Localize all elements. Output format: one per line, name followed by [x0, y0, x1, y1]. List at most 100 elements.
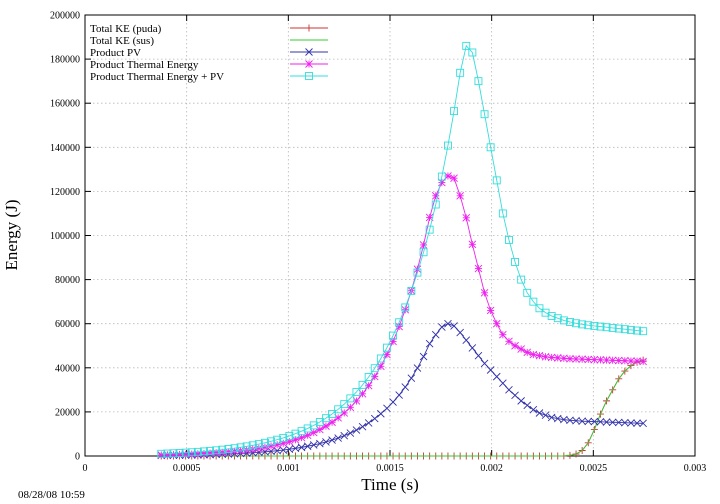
data-point-square — [529, 297, 538, 306]
y-tick-label: 80000 — [55, 275, 80, 286]
data-point-asterisk — [267, 442, 275, 450]
data-point-square — [193, 447, 202, 456]
data-point-square — [376, 354, 385, 363]
data-point-square — [566, 317, 574, 326]
data-point-square — [169, 449, 178, 458]
data-point-square — [273, 435, 282, 444]
data-point-asterisk — [389, 337, 397, 346]
data-point-x — [499, 379, 507, 388]
axis-ticks: 0 0.0005 0.001 0.0015 0.002 0.0025 0.003 0 20000… — [50, 11, 706, 475]
data-point-x — [474, 351, 483, 360]
x-tick-label: 0.0005 — [173, 463, 201, 474]
data-point-square — [627, 325, 635, 334]
data-point-x — [438, 323, 446, 331]
data-point-square — [614, 324, 623, 333]
data-point-asterisk — [194, 449, 202, 458]
legend-label: Total KE (sus) — [90, 35, 154, 47]
x-tick-label: 0.0025 — [580, 463, 608, 474]
data-point-x — [358, 422, 367, 431]
data-point-asterisk — [468, 240, 477, 249]
data-point-x — [450, 322, 458, 330]
data-point-square — [602, 323, 611, 332]
data-point-square — [230, 444, 239, 453]
data-point-x — [291, 444, 300, 453]
data-point-asterisk — [602, 356, 611, 364]
data-point-square — [456, 68, 465, 77]
legend: Total KE (puda)Total KE (sus)Product PVP… — [90, 23, 328, 83]
data-point-asterisk — [560, 354, 568, 363]
data-point-asterisk — [425, 213, 434, 222]
data-point-square — [498, 209, 507, 218]
data-point-square — [340, 400, 349, 409]
data-point-x — [535, 409, 544, 417]
data-point-asterisk — [511, 341, 519, 350]
data-point-asterisk — [175, 450, 184, 459]
y-tick-label: 180000 — [50, 55, 80, 66]
x-tick-label: 0.001 — [277, 463, 300, 474]
data-point-x — [547, 413, 556, 422]
data-point-asterisk — [401, 305, 410, 314]
data-point-asterisk — [218, 448, 227, 457]
legend-label: Product Thermal Energy — [90, 59, 199, 71]
data-point-x — [346, 429, 355, 437]
data-point-square — [358, 380, 367, 389]
data-point-asterisk — [316, 425, 324, 434]
data-point-asterisk — [444, 172, 452, 180]
data-point-square — [413, 268, 422, 277]
data-point-asterisk — [450, 174, 458, 182]
data-point-asterisk — [541, 352, 550, 361]
data-point-x — [401, 383, 410, 391]
series-group — [157, 41, 648, 460]
x-axis-label: Time (s) — [361, 475, 418, 494]
x-tick-label: 0.0015 — [376, 463, 404, 474]
data-point-asterisk — [364, 381, 373, 390]
data-point-asterisk — [285, 437, 294, 446]
y-tick-label: 160000 — [50, 99, 80, 110]
data-point-x — [541, 411, 550, 420]
data-point-square — [462, 41, 471, 50]
data-point-square — [419, 248, 428, 257]
data-point-square — [279, 433, 288, 442]
data-point-square — [364, 373, 373, 381]
data-point-asterisk — [608, 356, 617, 365]
data-point-square — [572, 319, 580, 328]
data-point-asterisk — [255, 444, 263, 453]
data-point-asterisk — [578, 355, 586, 364]
series-line — [161, 44, 644, 455]
data-point-asterisk — [462, 214, 471, 222]
data-point-asterisk — [614, 356, 623, 365]
data-point-square — [437, 172, 446, 181]
data-point-x — [364, 419, 373, 427]
y-tick-label: 120000 — [50, 187, 80, 198]
data-point-asterisk — [529, 350, 538, 359]
grid — [85, 15, 695, 456]
data-point-asterisk — [305, 60, 313, 68]
data-point-asterisk — [303, 431, 312, 440]
data-point-asterisk — [322, 422, 330, 430]
data-point-square — [431, 200, 440, 209]
data-point-x — [553, 414, 562, 423]
data-point-x — [407, 374, 416, 382]
data-point-square — [254, 440, 263, 449]
data-point-x — [413, 364, 422, 372]
data-point-asterisk — [419, 241, 428, 249]
data-point-x — [305, 48, 313, 56]
data-point-x — [560, 415, 568, 424]
data-point-asterisk — [206, 449, 214, 457]
data-point-x — [614, 418, 623, 427]
data-point-asterisk — [499, 330, 507, 339]
legend-entry: Total KE (sus) — [90, 35, 328, 47]
y-tick-label: 20000 — [55, 407, 80, 418]
data-point-x — [578, 417, 586, 425]
data-point-square — [596, 322, 605, 331]
x-tick-label: 0 — [83, 463, 88, 474]
data-point-square — [389, 331, 397, 340]
data-point-square — [492, 176, 501, 185]
data-point-x — [328, 436, 336, 444]
data-point-asterisk — [328, 418, 336, 427]
data-point-x — [590, 417, 599, 426]
data-point-plus — [305, 24, 313, 32]
data-point-asterisk — [474, 264, 483, 273]
data-point-x — [633, 419, 641, 427]
data-point-square — [187, 448, 196, 457]
